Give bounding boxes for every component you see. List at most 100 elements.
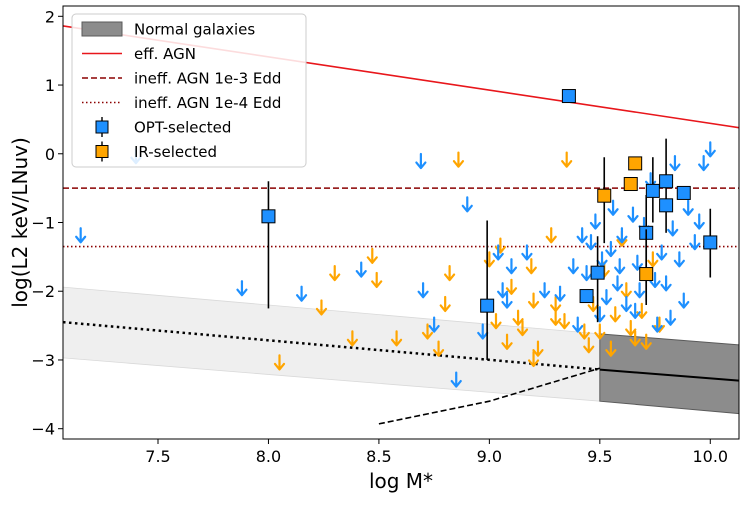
opt-upper-limit-arrow	[492, 244, 504, 261]
ir-upper-limit-arrow-head	[583, 345, 595, 354]
opt-upper-limit-arrow-head	[678, 300, 690, 309]
ir-upper-limit-arrow	[625, 319, 637, 337]
y-tick-label: −1	[31, 214, 55, 233]
layer-arrows	[75, 141, 716, 388]
ir-upper-limit-arrow-head	[315, 307, 328, 316]
ir-upper-limit-arrow-head	[444, 273, 456, 282]
ir-selected-point	[623, 177, 638, 192]
ir-upper-limit-arrow	[329, 264, 341, 282]
opt-upper-limit-arrow-head	[236, 288, 248, 297]
ir-upper-limit-arrow	[620, 282, 632, 299]
ir-upper-limit-arrow-head	[490, 321, 502, 330]
ir-upper-limit-arrow	[315, 299, 328, 316]
opt-upper-limit-arrow-head	[572, 324, 584, 333]
legend-entry-ir: IR-selected	[95, 141, 217, 162]
opt-upper-limit-arrow-head	[600, 297, 613, 306]
ir-upper-limit-arrow	[609, 306, 621, 323]
ir-upper-limit-arrow	[578, 323, 590, 340]
legend-entry-ineff3: ineff. AGN 1e-3 Edd	[82, 70, 281, 88]
ir-upper-limit-arrow-head	[629, 338, 641, 347]
opt-upper-limit-arrow	[682, 199, 694, 216]
ir-upper-limit-arrow-head	[532, 349, 544, 357]
y-tick-label: 0	[45, 145, 55, 164]
ir-upper-limit-arrow-head	[561, 160, 573, 168]
opt-upper-limit-arrow-head	[664, 318, 677, 326]
opt-upper-limit-arrow-head	[627, 215, 639, 223]
ir-upper-limit-arrow-head	[329, 273, 341, 282]
opt-upper-limit-arrow-head	[704, 149, 716, 158]
opt-upper-limit-arrow-head	[698, 163, 710, 172]
ir-upper-limit-arrow-head	[578, 331, 590, 340]
opt-upper-limit-arrow	[572, 316, 584, 333]
opt-upper-limit-arrow-head	[501, 300, 513, 309]
opt-upper-limit-arrow-head	[667, 228, 679, 237]
normal-band-region	[63, 286, 601, 402]
opt-upper-limit-arrow	[450, 371, 462, 388]
opt-upper-limit-arrow-head	[505, 266, 518, 275]
opt-upper-limit-arrow	[649, 271, 661, 289]
legend-entry-ineff4: ineff. AGN 1e-4 Edd	[82, 94, 281, 112]
y-tick-label: −4	[31, 420, 55, 439]
ir-upper-limit-arrow	[527, 350, 540, 368]
ir-upper-limit-arrow	[516, 319, 529, 337]
ir-upper-limit-arrow-head	[432, 349, 445, 357]
legend-label-ineff4: ineff. AGN 1e-4 Edd	[134, 94, 281, 112]
opt-upper-limit-arrow	[611, 275, 624, 292]
opt-upper-limit-arrow	[355, 261, 367, 278]
opt-upper-limit-arrow	[501, 292, 513, 309]
ir-upper-limit-arrow	[605, 340, 617, 357]
y-tick-label: −3	[31, 351, 55, 370]
ir-upper-limit-arrow-head	[647, 259, 659, 268]
ir-upper-limit-arrow-head	[550, 318, 562, 326]
ir-upper-limit-arrow-head	[640, 342, 652, 350]
legend-box	[71, 13, 307, 168]
ir-upper-limit-arrow-head	[366, 256, 378, 264]
y-tick-label: 2	[45, 7, 55, 26]
opt-upper-limit-arrow	[415, 152, 427, 170]
opt-upper-limit-arrow	[295, 285, 308, 302]
ir-upper-limit-arrow	[525, 258, 537, 275]
ir-upper-limit-arrow	[444, 264, 456, 282]
x-axis-label: log M*	[369, 469, 433, 493]
ir-upper-limit-arrow-head	[625, 328, 637, 337]
opt-upper-limit-arrow-head	[492, 252, 504, 261]
opt-upper-limit-arrow-head	[614, 266, 626, 275]
layer-regions	[63, 286, 739, 415]
opt-upper-limit-arrow-head	[417, 290, 429, 299]
ir-upper-limit-arrow-head	[558, 321, 571, 330]
ir-upper-limit-arrow	[512, 309, 524, 326]
layer-points	[261, 89, 718, 360]
x-tick-label: 8.0	[256, 447, 281, 466]
ir-upper-limit-arrow-head	[525, 266, 537, 275]
opt-upper-limit-arrow	[614, 258, 626, 275]
normal-galaxies-region	[599, 333, 739, 415]
opt-upper-limit-arrow-head	[660, 283, 672, 292]
opt-upper-limit-arrow-head	[554, 294, 566, 302]
opt-upper-limit-arrow	[698, 154, 710, 172]
opt-upper-limit-arrow	[693, 213, 705, 230]
ir-upper-limit-arrow	[594, 323, 606, 340]
opt-upper-limit-arrow	[521, 244, 533, 261]
ir-upper-limit-arrow-head	[605, 349, 617, 357]
opt-upper-limit-arrow-head	[616, 235, 628, 244]
ir-upper-limit-arrow-head	[346, 338, 358, 347]
ir-selected-point	[628, 156, 643, 171]
opt-upper-limit-arrow	[497, 282, 509, 299]
ir-upper-limit-arrow-head	[516, 328, 529, 337]
x-tick-label: 9.0	[477, 447, 502, 466]
opt-upper-limit-arrow	[633, 282, 646, 299]
opt-upper-limit-arrow-head	[497, 290, 509, 299]
opt-upper-limit-arrow-head	[589, 221, 602, 230]
opt-selected-point	[703, 235, 718, 250]
opt-upper-limit-arrow	[689, 234, 701, 251]
opt-upper-limit-arrow-head	[607, 208, 619, 216]
opt-upper-limit-arrow	[616, 227, 628, 244]
opt-upper-limit-arrow	[428, 316, 440, 333]
ir-upper-limit-arrow-head	[439, 304, 451, 313]
ir-upper-limit-arrow	[439, 295, 451, 313]
opt-upper-limit-arrow	[567, 258, 579, 275]
opt-upper-limit-arrow-head	[295, 294, 308, 302]
opt-upper-limit-arrow	[236, 280, 248, 297]
legend-handle-normal	[81, 21, 123, 37]
